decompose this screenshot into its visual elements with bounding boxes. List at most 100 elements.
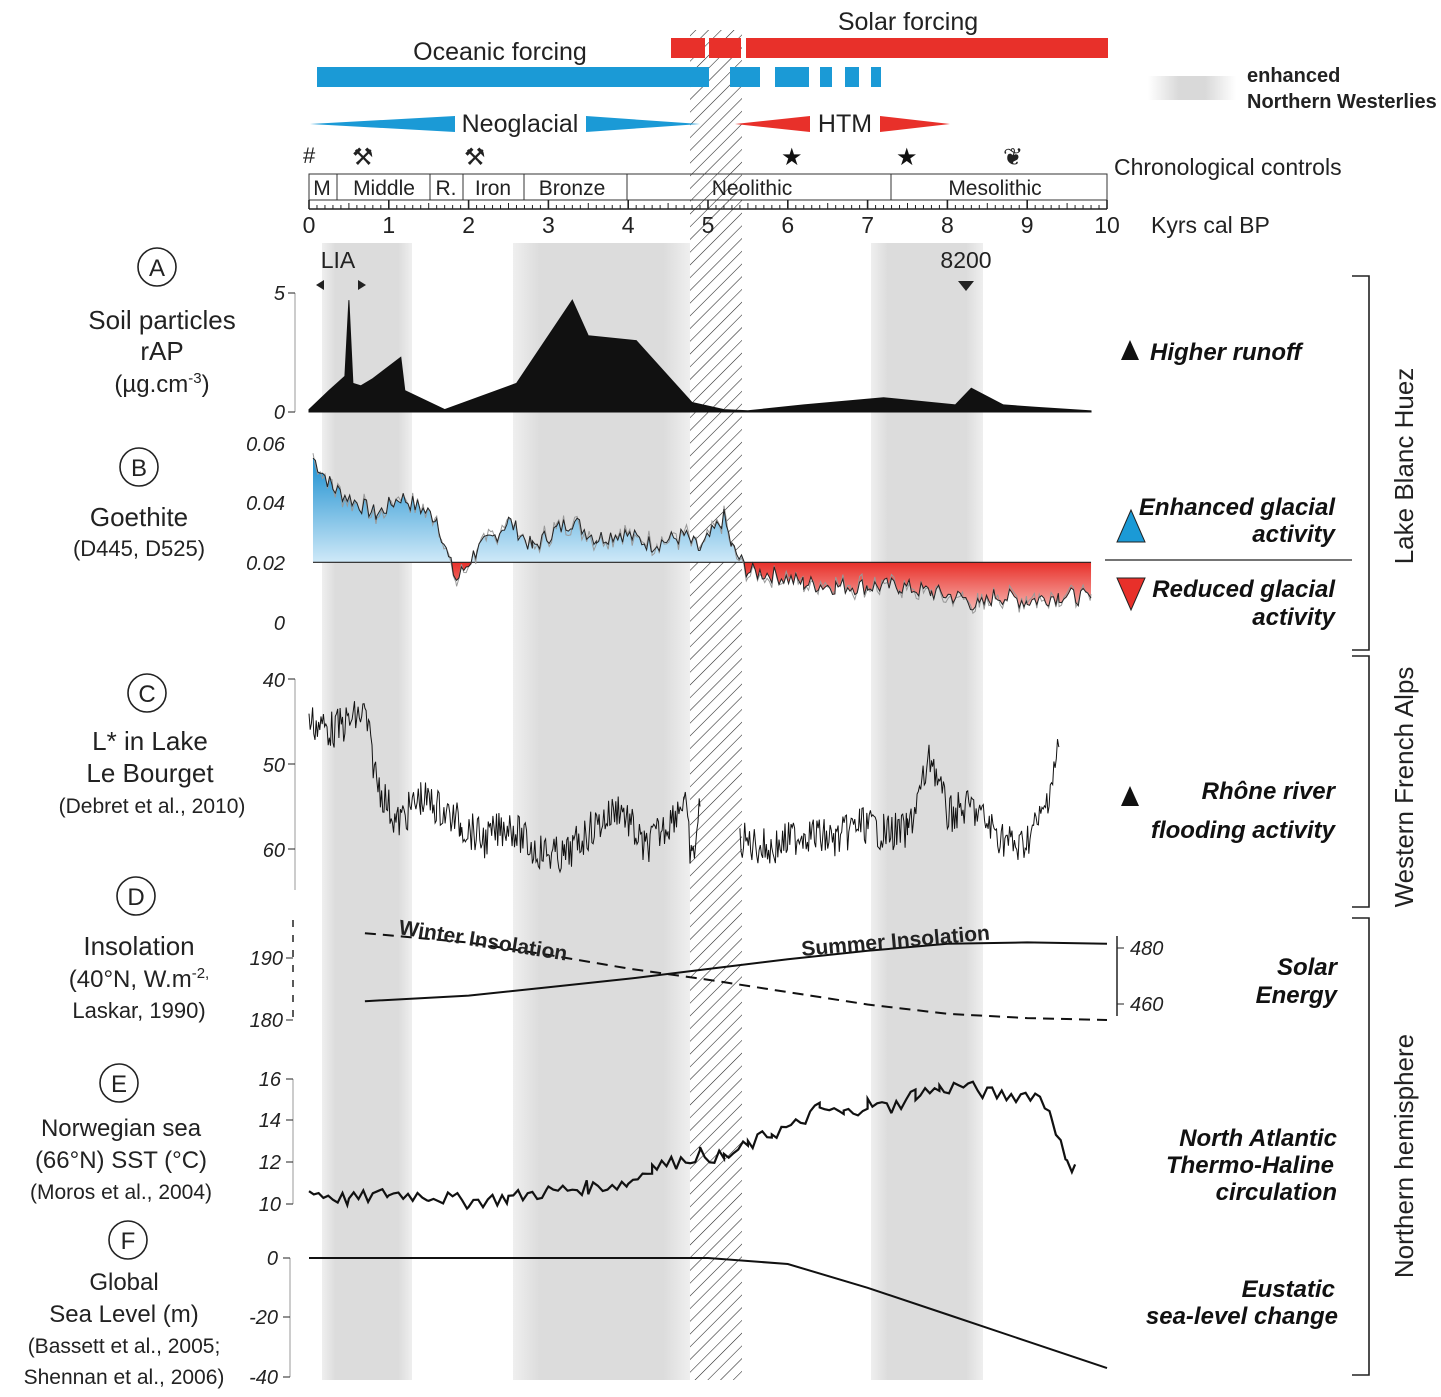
annotation-f: Eustatic sea-level change: [1146, 1276, 1338, 1330]
panel-e-title3: (Moros et al., 2004): [30, 1181, 212, 1204]
panel-b-letter: B: [131, 455, 147, 482]
time-axis-tick-label: 4: [622, 212, 635, 238]
panel-c-label: C L* in Lake Le Bourget (Debret et al., …: [59, 673, 246, 818]
panel-d-label: D Insolation (40°N, W.m-2, Laskar, 1990): [69, 876, 209, 1023]
panel-a-label: A Soil particles rAP (µg.cm-3): [88, 247, 236, 398]
panel-a-plot: [308, 299, 1092, 413]
panel-a-unit: (µg.cm-3): [114, 370, 209, 398]
time-axis-tick-label: 5: [702, 212, 715, 238]
leaf-icon: ❦: [1003, 144, 1023, 171]
panel-e-ytick-10: 10: [259, 1194, 281, 1216]
oceanic-bar-4: [820, 67, 832, 87]
annotation-b: Enhanced glacial activity Reduced glacia…: [1105, 494, 1352, 631]
panel-c-yaxis: 40 50 60: [263, 670, 296, 890]
flooding-activity-label: flooding activity: [1151, 817, 1337, 844]
region-northern-hemisphere: Northern hemisphere: [1389, 1034, 1419, 1278]
oceanic-forcing-label: Oceanic forcing: [413, 38, 587, 66]
panel-f-title4: Shennan et al., 2006): [24, 1366, 225, 1389]
bracket-lake-blanc-huez: [1352, 275, 1370, 651]
panel-f-ytick-0: 0: [267, 1248, 278, 1270]
time-axis-tick-label: 1: [382, 212, 395, 238]
higher-runoff-label: Higher runoff: [1150, 339, 1304, 366]
panel-a-title1: Soil particles: [88, 305, 235, 335]
solar-label: Solar: [1277, 954, 1339, 981]
panel-d-letter: D: [127, 884, 144, 911]
reduced-glacial-line2: activity: [1252, 604, 1336, 631]
legend-swatch: [1148, 76, 1236, 100]
period-r: R.: [436, 177, 457, 200]
panel-a-ytick-0: 0: [274, 402, 285, 424]
panel-b-title2: (D445, D525): [73, 536, 205, 561]
oceanic-bar-5: [845, 67, 859, 87]
sst-line: [308, 1080, 1077, 1211]
panel-c-title1: L* in Lake: [92, 726, 208, 756]
oceanic-bar-2: [730, 67, 760, 87]
panel-f-title2: Sea Level (m): [49, 1301, 198, 1328]
north-atlantic-label: North Atlantic: [1179, 1125, 1337, 1152]
legend-line-1: enhanced: [1247, 65, 1340, 87]
panel-b-circle: [119, 447, 159, 487]
time-axis-unit: Kyrs cal BP: [1151, 212, 1270, 238]
oceanic-bar-6: [871, 67, 881, 87]
time-axis-tick-label: 3: [542, 212, 555, 238]
time-axis-tick-label: 7: [861, 212, 874, 238]
panel-a-ytick-5: 5: [274, 283, 286, 305]
panel-d-yaxis: 190 180 480 460: [250, 920, 1163, 1032]
leaf-pick-icon: ⚒: [352, 144, 374, 171]
panel-d-title2: (40°N, W.m-2,: [69, 965, 209, 993]
star-icon-2: ★: [896, 144, 918, 171]
goethite-enhanced-area: [312, 458, 1092, 563]
westerlies-bands: [322, 243, 983, 1380]
panel-d-plot: [364, 932, 1108, 1021]
panel-b-ytick-006: 0.06: [246, 434, 286, 456]
reduced-glacial-line1: Reduced glacial: [1152, 576, 1336, 603]
chronological-controls: # ⚒ ⚒ ★ ★ ❦ Chronological controls: [303, 143, 1342, 180]
sea-level-change-label: sea-level change: [1146, 1303, 1338, 1330]
panel-f-label: F Global Sea Level (m) (Bassett et al., …: [24, 1220, 225, 1389]
panel-b-plot: [312, 453, 1092, 615]
legend-westerlies: enhanced Northern Westerlies: [1148, 65, 1437, 113]
bracket-northern-hemisphere: [1352, 917, 1370, 1376]
panel-e-plot: [308, 1080, 1077, 1211]
panel-f-plot: [309, 1257, 1108, 1370]
panel-e-title2: (66°N) SST (°C): [35, 1147, 207, 1174]
westerlies-band-3: [871, 243, 983, 1380]
goethite-reduced-area: [312, 562, 1092, 610]
panel-b-yaxis: 0.06 0.04 0.02 0: [246, 434, 286, 635]
panel-a-circle: [137, 247, 177, 287]
panel-f-circle: [108, 1220, 148, 1260]
panel-e-ytick-14: 14: [259, 1110, 281, 1132]
annotation-c: Rhône river flooding activity: [1121, 778, 1337, 844]
neoglacial-wedge-1: [310, 116, 455, 132]
neoglacial-wedge-2: [586, 116, 700, 132]
panel-d-ytick-180: 180: [250, 1010, 283, 1032]
panel-e-ytick-16: 16: [259, 1069, 282, 1091]
chronological-controls-label: Chronological controls: [1114, 154, 1342, 180]
lia-arrow-right: [358, 280, 366, 290]
region-brackets: Lake Blanc Huez Western French Alps Nort…: [1352, 275, 1419, 1376]
soil-particles-area: [308, 299, 1092, 413]
goethite-series-d525: [312, 453, 1092, 615]
cultural-periods: M Middle R. Iron Bronze Neolithic Mesoli…: [308, 173, 1108, 201]
event-8200-arrow: [958, 281, 974, 291]
panel-d-ytick-460: 460: [1130, 994, 1163, 1016]
panel-f-title1: Global: [89, 1269, 158, 1296]
panel-a-yaxis: 5 0 LIA 8200: [274, 247, 992, 424]
panel-a-letter: A: [149, 255, 165, 282]
panel-a-title2: rAP: [140, 336, 183, 366]
solar-bar-3: [746, 38, 1108, 58]
eustatic-label: Eustatic: [1242, 1276, 1335, 1303]
panel-c-title3: (Debret et al., 2010): [59, 795, 246, 818]
panel-e-letter: E: [111, 1071, 127, 1098]
lstar-line: [308, 701, 1060, 874]
panel-d-ytick-190: 190: [250, 948, 283, 970]
panel-b-label: B Goethite (D445, D525): [73, 447, 205, 561]
sea-level-line: [309, 1257, 1108, 1370]
panel-f-yaxis: 0 -20 -40: [249, 1248, 291, 1389]
time-axis-tick-label: 6: [781, 212, 794, 238]
annotation-e: North Atlantic Thermo-Haline circulation: [1166, 1125, 1337, 1206]
region-lake-blanc-huez: Lake Blanc Huez: [1389, 368, 1419, 565]
htm-label: HTM: [818, 110, 872, 138]
star-icon-1: ★: [781, 144, 803, 171]
